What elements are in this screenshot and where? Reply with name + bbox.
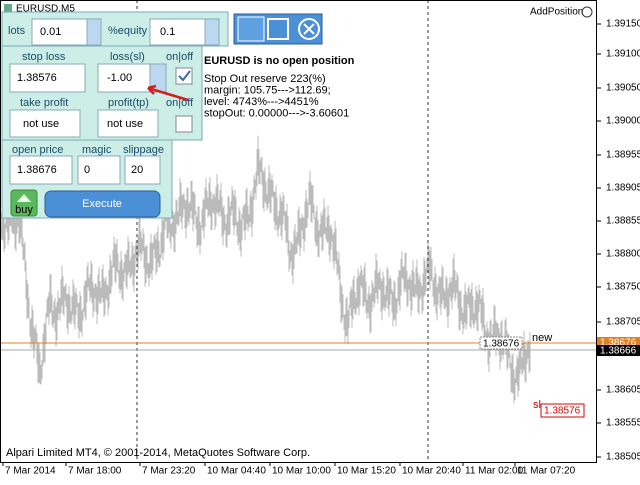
spin-button[interactable] <box>86 18 102 46</box>
info-line: Stop Out reserve 223(%) <box>204 73 326 85</box>
info-title: EURUSD is no open position <box>204 55 355 67</box>
window-icon <box>4 4 12 12</box>
sl-price: 1.38576 <box>544 406 581 417</box>
price-label: 1.39100 <box>606 49 640 60</box>
copyright: Alpari Limited MT4, © 2001-2014, MetaQuo… <box>6 447 310 459</box>
entry-label: 1.38676 <box>483 339 520 350</box>
label: take profit <box>20 97 68 109</box>
price-trace <box>0 135 531 404</box>
input[interactable] <box>124 155 161 185</box>
checkmark <box>178 70 191 82</box>
input[interactable] <box>9 109 81 138</box>
execute-button[interactable] <box>44 190 161 218</box>
input[interactable] <box>97 63 151 93</box>
price-label: 1.38705 <box>606 317 640 328</box>
price-label: 1.38955 <box>606 150 640 161</box>
time-label: 10 Mar 10:00 <box>272 466 331 477</box>
time-label: 7 Mar 2014 <box>5 466 56 477</box>
buy-icon <box>17 194 31 202</box>
entry-box <box>479 336 523 350</box>
price-label: 1.38855 <box>606 216 640 227</box>
close-icon <box>303 23 315 35</box>
indicator-name: AddPosition <box>530 7 583 18</box>
new-label: new <box>532 332 552 344</box>
time-label: 10 Mar 04:40 <box>207 466 266 477</box>
maximize-button[interactable] <box>267 18 289 40</box>
input[interactable] <box>9 63 86 93</box>
chart-frame <box>0 0 597 463</box>
label: %equity <box>108 25 148 37</box>
label: lots <box>8 25 26 37</box>
time-label: 11 Mar 02:00 <box>465 466 524 477</box>
price-label: 1.39050 <box>606 83 640 94</box>
drag-button[interactable] <box>237 16 265 42</box>
bid-box <box>597 345 640 356</box>
input-value: not use <box>107 118 143 130</box>
price-label: 1.38905 <box>606 183 640 194</box>
input-value: 1.38676 <box>17 164 57 176</box>
time-label: 10 Mar 20:40 <box>402 466 461 477</box>
label: slippage <box>123 144 164 156</box>
info-line: level: 4743%--->4451% <box>204 96 319 108</box>
info-line: margin: 105.75--->112.69; <box>204 84 331 96</box>
input-value: 20 <box>131 164 143 176</box>
input[interactable] <box>31 18 88 46</box>
input[interactable] <box>149 18 206 46</box>
time-label: 7 Mar 23:20 <box>142 466 196 477</box>
info-line: stopOut: 0.00000--->-3.60601 <box>204 107 349 119</box>
label: profit(tp) <box>108 97 149 109</box>
price-chart <box>0 135 531 404</box>
time-label: 11 Mar 07:20 <box>517 466 576 477</box>
button-label: buy <box>15 204 33 216</box>
input[interactable] <box>77 155 121 185</box>
price-label: 1.38505 <box>606 452 640 463</box>
checkbox[interactable] <box>175 115 193 133</box>
price-label: 1.39000 <box>606 116 640 127</box>
close-button[interactable] <box>298 18 320 40</box>
input-value: 0.01 <box>40 26 61 38</box>
label: on|off <box>166 51 194 63</box>
price-label: 1.39150 <box>606 19 640 30</box>
spin-button[interactable] <box>204 18 220 46</box>
price-label: 1.38555 <box>606 418 640 429</box>
input-value: 1.38576 <box>17 72 57 84</box>
input-value: -1.00 <box>107 72 132 84</box>
price-label: 1.38750 <box>606 282 640 293</box>
ask-price: 1.38676 <box>600 338 637 349</box>
input-value: not use <box>23 118 59 130</box>
input-value: 0.1 <box>160 26 175 38</box>
info-lines: Stop Out reserve 223(%)margin: 105.75---… <box>204 73 349 120</box>
sl-box <box>540 403 585 418</box>
price-axis: 1.39150 1.39100 1.39050 1.39000 1.38955 1.389… <box>597 19 640 463</box>
time-label: 7 Mar 18:00 <box>68 466 122 477</box>
checkbox[interactable] <box>175 67 193 85</box>
buy-button[interactable] <box>10 189 38 217</box>
button-label: Execute <box>82 198 122 210</box>
label: open price <box>12 144 63 156</box>
bid-price: 1.38666 <box>600 346 637 357</box>
time-axis: 7 Mar 2014 7 Mar 18:00 7 Mar 23:20 10 Mar 0… <box>2 462 576 477</box>
input[interactable] <box>9 155 73 185</box>
price-label: 1.38800 <box>606 249 640 260</box>
annotation-arrow <box>147 84 189 102</box>
label: loss(sl) <box>110 51 145 63</box>
ask-box <box>597 337 640 348</box>
price-label: 1.38605 <box>606 385 640 396</box>
sl-tag: sl <box>533 399 541 411</box>
label: stop loss <box>22 51 66 63</box>
input-value: 0 <box>84 164 90 176</box>
indicator-icon <box>581 6 593 18</box>
time-label: 10 Mar 15:20 <box>337 466 396 477</box>
input[interactable] <box>97 109 159 138</box>
label: magic <box>82 144 112 156</box>
window-title: EURUSD,M5 <box>16 4 75 15</box>
